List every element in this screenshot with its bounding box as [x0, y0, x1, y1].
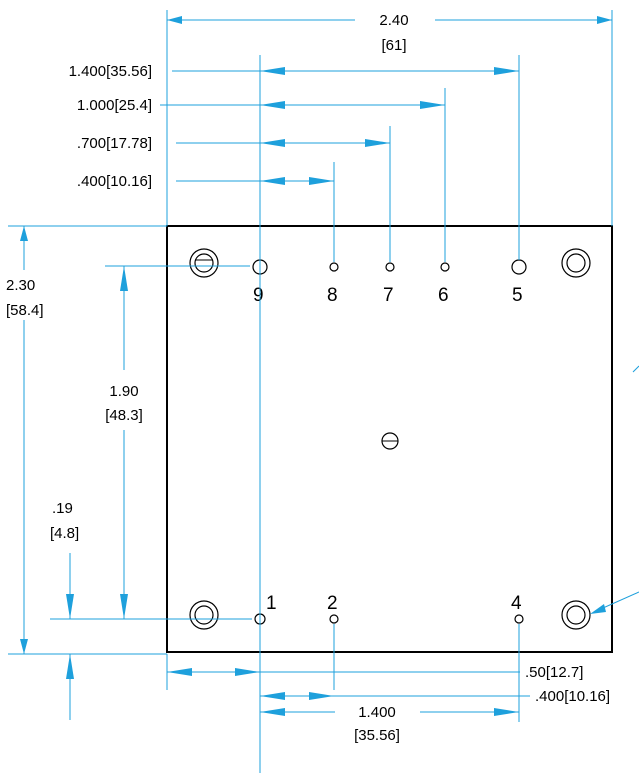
pin-label-7: 7 [383, 285, 394, 306]
dim-pin5-offset: 1.400[35.56] [69, 63, 519, 80]
dim-overall-height: 2.30 [58.4] [0, 226, 48, 654]
left-edge-offset-label: .50[12.7] [525, 664, 583, 681]
bottom-row-offset-inch: .19 [52, 500, 73, 517]
pin-4 [514, 614, 524, 624]
mounting-hole-bottom-left [189, 600, 219, 630]
pin-row-spacing-mm: [48.3] [105, 407, 143, 424]
overall-height-mm: [58.4] [6, 302, 44, 319]
pin-6 [440, 262, 450, 272]
mounting-hole-top-left [189, 248, 219, 278]
pin5-offset-label: 1.400[35.56] [69, 63, 152, 80]
pin-label-6: 6 [438, 285, 449, 306]
pin-label-5: 5 [512, 285, 523, 306]
overall-width-inch: 2.40 [379, 12, 408, 29]
bottom-row-offset-mm: [4.8] [50, 525, 79, 542]
pin4-offset-inch: 1.400 [358, 704, 396, 721]
pin-label-1: 1 [266, 593, 277, 614]
pin-2 [329, 614, 339, 624]
dim-overall-width: 2.40 [61] [167, 12, 612, 54]
pin-label-9: 9 [253, 285, 264, 306]
dim-left-edge-offset: .50[12.7] [167, 664, 583, 681]
dim-pin7-offset: .700[17.78] [77, 135, 390, 152]
dim-pin6-offset: 1.000[25.4] [77, 97, 445, 114]
dim-bottom-row-offset: .19 [4.8] [50, 500, 79, 720]
pin-label-2: 2 [327, 593, 338, 614]
pin-8 [329, 262, 339, 272]
center-marker [381, 432, 399, 450]
pin6-offset-label: 1.000[25.4] [77, 97, 152, 114]
pin2-offset-label: .400[10.16] [535, 688, 610, 705]
mounting-hole-top-right [561, 248, 591, 278]
dim-pin8-offset: .400[10.16] [77, 173, 334, 190]
pin-label-4: 4 [511, 593, 522, 614]
pin-5 [511, 259, 527, 275]
leader-lines [590, 365, 639, 614]
pin7-offset-label: .700[17.78] [77, 135, 152, 152]
overall-width-mm: [61] [381, 37, 406, 54]
pin-label-8: 8 [327, 285, 338, 306]
pin-row-spacing-inch: 1.90 [109, 383, 138, 400]
extension-lines [8, 10, 613, 773]
pin8-offset-label: .400[10.16] [77, 173, 152, 190]
pin4-offset-mm: [35.56] [354, 727, 400, 744]
dim-pin-row-spacing: 1.90 [48.3] [105, 266, 143, 619]
dim-pin2-offset: .400[10.16] [260, 688, 610, 705]
pin-7 [385, 262, 395, 272]
mounting-hole-bottom-right [561, 600, 591, 630]
component-body: 9 8 7 6 5 1 2 4 [166, 225, 613, 653]
dim-pin4-offset: 1.400 [35.56] [260, 704, 519, 744]
overall-height-inch: 2.30 [6, 277, 35, 294]
